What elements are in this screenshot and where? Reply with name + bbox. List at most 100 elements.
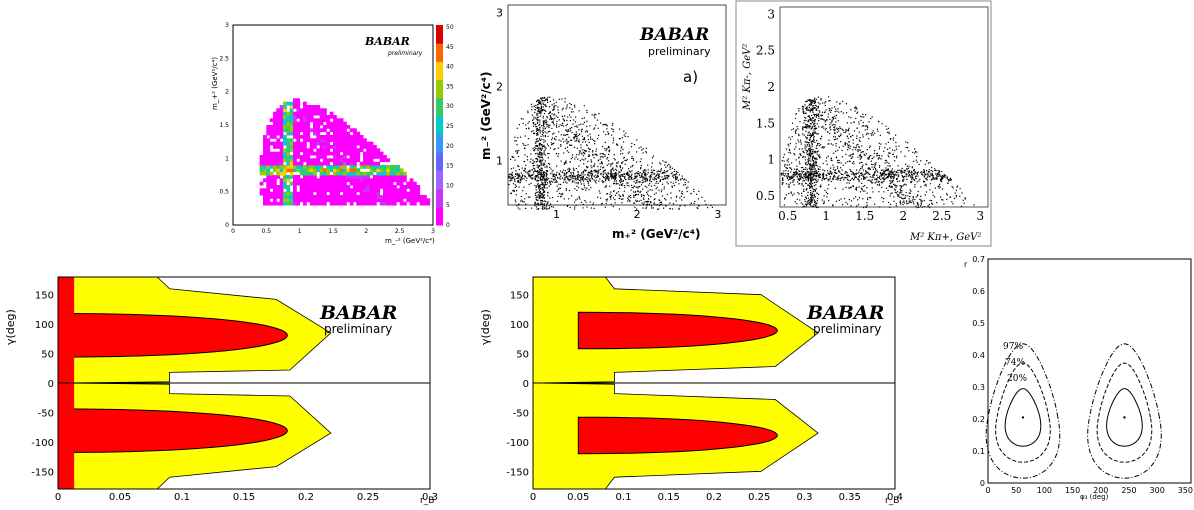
scatter-point <box>806 108 808 110</box>
scatter-point <box>812 109 814 111</box>
heatmap-cell <box>306 105 311 109</box>
heatmap-cell <box>273 165 277 169</box>
scatter-point <box>608 146 610 149</box>
scatter-point <box>781 160 783 162</box>
heatmap-cell <box>316 191 321 196</box>
scatter-point <box>848 155 850 157</box>
scatter-point <box>604 169 606 171</box>
scatter-point <box>537 169 539 172</box>
scatter-point <box>905 163 907 165</box>
scatter-point <box>670 197 672 199</box>
scatter-point <box>519 174 521 177</box>
scatter-point <box>574 176 576 178</box>
scatter-point <box>828 139 830 141</box>
heatmap-cell <box>303 135 307 139</box>
scatter-point <box>539 179 542 181</box>
scatter-point <box>610 163 612 165</box>
scatter-point <box>856 111 859 113</box>
scatter-point <box>511 179 513 181</box>
scatter-point <box>592 154 594 156</box>
scatter-point <box>510 192 512 195</box>
scatter-point <box>558 98 560 100</box>
scatter-point <box>511 173 513 175</box>
scatter-point <box>608 173 610 175</box>
heatmap-cell <box>259 155 264 159</box>
scatter-point <box>678 183 680 185</box>
scatter-point <box>615 168 617 170</box>
scatter-point <box>519 179 521 181</box>
scatter-point <box>850 122 852 124</box>
scatter-point <box>790 191 792 193</box>
scatter-point <box>524 168 526 170</box>
scatter-point <box>597 159 599 161</box>
scatter-point <box>806 126 808 128</box>
heatmap-cell <box>369 188 374 193</box>
scatter-point <box>804 112 806 114</box>
scatter-point <box>657 182 659 184</box>
scatter-point <box>664 164 666 166</box>
scatter-point <box>810 179 813 181</box>
scatter-point <box>539 132 541 134</box>
scatter-point <box>897 180 899 182</box>
scatter-point <box>795 168 798 170</box>
scatter-point <box>543 173 545 175</box>
scatter-point <box>578 196 580 198</box>
scatter-point <box>928 204 930 206</box>
scatter-point <box>627 197 629 199</box>
heatmap-cell <box>303 195 307 199</box>
scatter-point <box>860 151 862 154</box>
heatmap-cell <box>273 131 277 136</box>
heatmap-cell <box>363 191 367 196</box>
heatmap-cell <box>306 125 311 129</box>
scatter-point <box>809 203 811 205</box>
scatter-point <box>540 173 542 175</box>
scatter-point <box>942 177 944 179</box>
heatmap-cell <box>266 125 271 129</box>
heatmap-cell <box>349 201 354 206</box>
heatmap-cell <box>376 191 381 196</box>
scatter-point <box>638 173 640 175</box>
scatter-point <box>807 180 809 182</box>
heatmap-cell <box>356 138 361 143</box>
scatter-point <box>801 176 804 178</box>
scatter-point <box>793 176 795 178</box>
heatmap-cell <box>309 128 314 133</box>
scatter-point <box>647 190 649 192</box>
scatter-point <box>533 132 535 134</box>
scatter-point <box>587 174 589 176</box>
scatter-point <box>598 170 600 172</box>
scatter-point <box>829 178 831 180</box>
scatter-point <box>798 148 801 150</box>
scatter-point <box>796 168 799 170</box>
heatmap-cell <box>363 188 367 193</box>
heatmap-cell <box>323 148 327 153</box>
scatter-point <box>950 177 952 180</box>
preliminary-label: preliminary <box>387 50 423 57</box>
scatter-point <box>547 179 549 181</box>
scatter-point <box>577 171 579 173</box>
y-axis-label: m_+² (GeV²/c⁴) <box>211 57 219 110</box>
scatter-point <box>653 193 656 195</box>
scatter-point <box>627 200 629 202</box>
scatter-point <box>528 173 530 175</box>
heatmap-cell <box>333 121 337 126</box>
scatter-point <box>600 197 602 199</box>
scatter-point <box>878 154 880 157</box>
scatter-point <box>534 177 536 179</box>
scatter-point <box>522 143 524 145</box>
scatter-point <box>565 129 568 131</box>
scatter-point <box>920 195 922 197</box>
scatter-point <box>847 129 849 131</box>
scatter-point <box>858 178 860 180</box>
scatter-point <box>623 173 626 175</box>
scatter-point <box>603 177 606 179</box>
scatter-point <box>566 131 568 133</box>
scatter-point <box>545 207 547 209</box>
scatter-point <box>529 169 531 171</box>
scatter-point <box>514 159 516 161</box>
scatter-point <box>568 180 570 182</box>
scatter-point <box>932 194 934 196</box>
heatmap-cell <box>413 195 417 199</box>
scatter-point <box>612 168 614 170</box>
heatmap-cell <box>343 191 347 196</box>
